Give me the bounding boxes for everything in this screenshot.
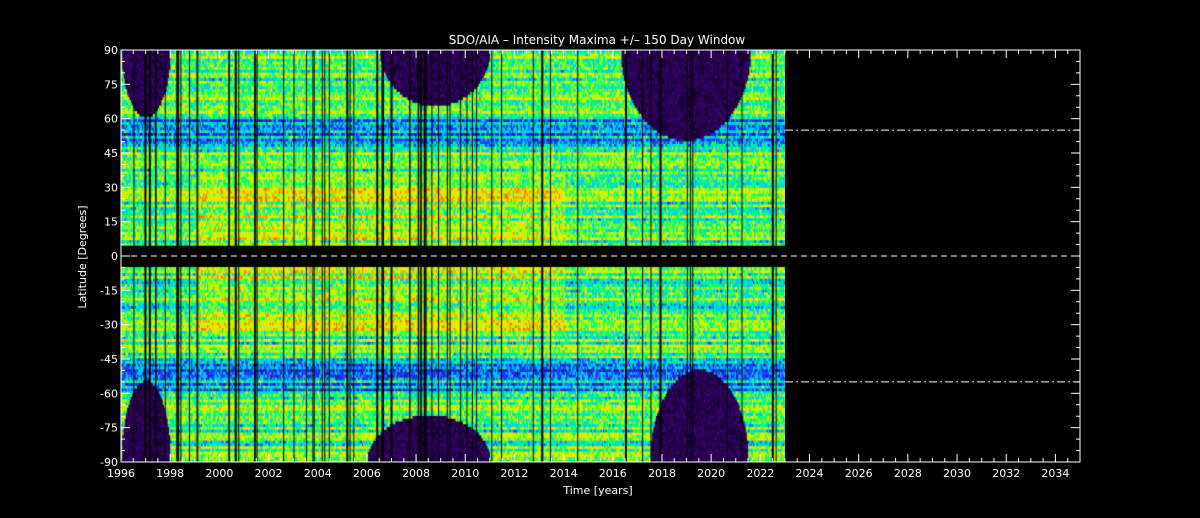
- x-tick-label-2010: 2010: [451, 467, 479, 480]
- y-axis-label: Latitude [Degrees]: [76, 205, 89, 308]
- x-tick-label-2024: 2024: [796, 467, 824, 480]
- y-tick-label-60: 60: [104, 113, 118, 126]
- y-tick-label-90: 90: [104, 44, 118, 57]
- x-tick-label-2026: 2026: [845, 467, 873, 480]
- x-tick-label-2016: 2016: [599, 467, 627, 480]
- x-axis-label: Time [years]: [562, 484, 632, 497]
- y-tick-label--90: -90: [100, 456, 118, 469]
- x-tick-label-2020: 2020: [697, 467, 725, 480]
- x-tick-label-2002: 2002: [255, 467, 283, 480]
- y-tick-label-0: 0: [111, 250, 118, 263]
- y-tick-label--15: -15: [100, 284, 118, 297]
- y-tick-label-15: 15: [104, 216, 118, 229]
- x-tick-label-2008: 2008: [402, 467, 430, 480]
- y-tick-label-75: 75: [104, 78, 118, 91]
- y-tick-label-30: 30: [104, 181, 118, 194]
- overlay-layer: [121, 129, 1080, 383]
- x-tick-label-2022: 2022: [746, 467, 774, 480]
- y-tick-label--75: -75: [100, 422, 118, 435]
- x-tick-label-2030: 2030: [943, 467, 971, 480]
- x-tick-label-2034: 2034: [1041, 467, 1069, 480]
- x-tick-label-2006: 2006: [353, 467, 381, 480]
- x-tick-label-2028: 2028: [894, 467, 922, 480]
- y-tick-label--60: -60: [100, 387, 118, 400]
- y-tick-label--45: -45: [100, 353, 118, 366]
- x-tick-label-2014: 2014: [550, 467, 578, 480]
- x-tick-label-1996: 1996: [107, 467, 135, 480]
- x-tick-label-2000: 2000: [205, 467, 233, 480]
- x-tick-label-2004: 2004: [304, 467, 332, 480]
- x-tick-label-2018: 2018: [648, 467, 676, 480]
- x-tick-label-1998: 1998: [156, 467, 184, 480]
- x-tick-label-2012: 2012: [500, 467, 528, 480]
- y-tick-label--30: -30: [100, 319, 118, 332]
- y-tick-label-45: 45: [104, 147, 118, 160]
- x-tick-label-2032: 2032: [992, 467, 1020, 480]
- axis-layer: 1996 1998 2000 2002 2004 2006 2008 2010 2012 2014…: [100, 44, 1081, 480]
- chart-title: SDO/AIA – Intensity Maxima +/– 150 Day W…: [449, 33, 746, 47]
